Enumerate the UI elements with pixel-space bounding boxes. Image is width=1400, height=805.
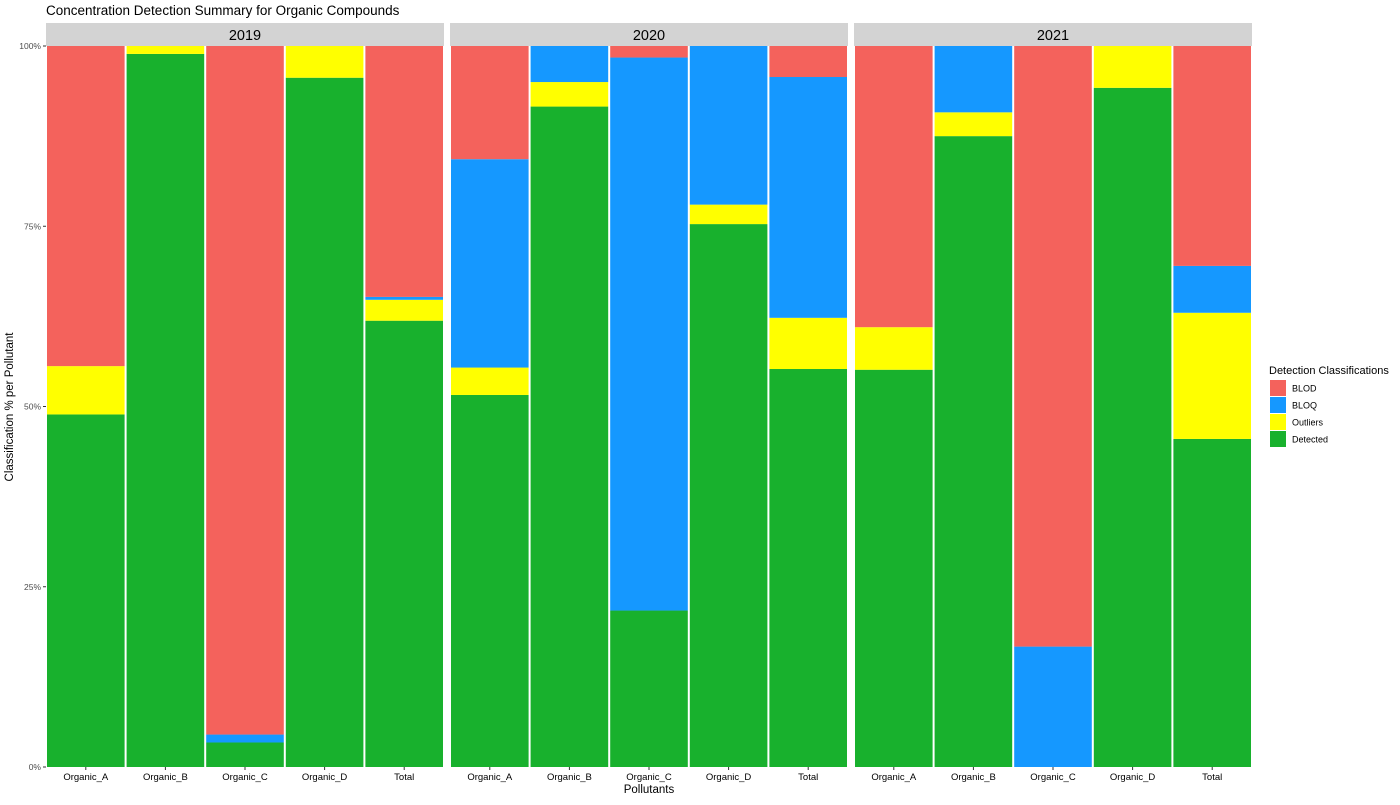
bar-segment-bloq (610, 57, 688, 611)
panel-2020: 2020 Organic_A Organic_B Organic_C Organic_D… (450, 23, 848, 783)
bar-segment-detected (206, 742, 284, 767)
bar-segment-detected (689, 224, 768, 767)
bar-segment-bloq (451, 159, 529, 368)
panel-2021: 2021 Organic_A Organic_B Organic_C Organic_D… (854, 23, 1252, 783)
bar-segment-blod (769, 46, 847, 78)
bar-segment-bloq (934, 46, 1013, 113)
bar-segment-bloq (1014, 646, 1092, 767)
legend-label: Detected (1292, 435, 1328, 445)
facet-strip (854, 23, 1252, 46)
bar-segment-bloq (689, 46, 768, 205)
bar-segment-detected (1093, 87, 1172, 768)
x-tick-label: Organic_A (63, 772, 109, 783)
x-tick-label: Total (798, 772, 818, 783)
facet-strip (46, 23, 444, 46)
legend-title: Detection Classifications (1269, 365, 1389, 377)
y-tick-label: 25% (24, 582, 41, 592)
x-tick-label: Organic_A (871, 772, 917, 783)
bar-segment-outliers (934, 112, 1013, 137)
bar-segment-blod (1014, 46, 1092, 647)
bar-segment-blod (610, 46, 688, 58)
bar-segment-outliers (1093, 46, 1172, 88)
legend-label: BLOD (1292, 384, 1317, 394)
facet-strip (450, 23, 848, 46)
facet-strip-label: 2020 (633, 28, 665, 44)
facet-strip-label: 2021 (1037, 28, 1069, 44)
x-tick-label: Organic_D (1110, 772, 1156, 783)
bar-segment-blod (365, 46, 443, 297)
bar-segment-bloq (365, 296, 443, 300)
legend-label: Outliers (1292, 418, 1324, 428)
x-tick-label: Organic_B (951, 772, 996, 783)
bar-segment-detected (530, 106, 609, 767)
bar-segment-detected (610, 610, 688, 767)
x-tick-label: Total (394, 772, 414, 783)
bar-segment-outliers (769, 317, 847, 370)
bar-segment-blod (47, 46, 125, 367)
bar-segment-blod (855, 46, 933, 328)
bar-segment-blod (1173, 46, 1251, 266)
bar-segment-detected (769, 369, 847, 767)
bar-segment-outliers (365, 299, 443, 321)
bar-segment-detected (451, 394, 529, 767)
legend-swatch-blod (1270, 380, 1286, 396)
x-axis-title: Pollutants (624, 784, 675, 796)
bar-segment-outliers (1173, 312, 1251, 439)
legend-swatch-outliers (1270, 414, 1286, 430)
x-tick-label: Organic_C (1030, 772, 1076, 783)
facet-panels: 2019 Organic_A Organic_B Organic_C Organic_D… (46, 23, 1252, 783)
y-tick-label: 75% (24, 221, 41, 231)
legend: Detection Classifications BLOD BLOQ Outlie… (1269, 365, 1389, 447)
legend-swatch-bloq (1270, 397, 1286, 413)
bar-segment-detected (126, 53, 205, 767)
legend-items: BLOD BLOQ Outliers Detected (1270, 380, 1328, 447)
y-tick-label: 100% (19, 41, 41, 51)
bar-segment-blod (451, 46, 529, 160)
panel-2019: 2019 Organic_A Organic_B Organic_C Organic_D… (46, 23, 444, 783)
x-tick-label: Total (1202, 772, 1222, 783)
chart-title: Concentration Detection Summary for Orga… (46, 3, 400, 18)
x-tick-label: Organic_A (467, 772, 513, 783)
bar-segment-outliers (855, 327, 933, 370)
x-tick-label: Organic_C (626, 772, 672, 783)
y-axis-title: Classification % per Pollutant (4, 332, 16, 482)
x-tick-label: Organic_D (706, 772, 752, 783)
bar-segment-bloq (1173, 265, 1251, 313)
y-tick-label: 0% (29, 762, 42, 772)
x-tick-label: Organic_B (547, 772, 592, 783)
legend-swatch-detected (1270, 431, 1286, 447)
bar-segment-detected (934, 136, 1013, 767)
bar-segment-bloq (530, 46, 609, 83)
bar-segment-bloq (769, 77, 847, 318)
bar-segment-detected (855, 369, 933, 767)
bar-segment-outliers (451, 367, 529, 395)
y-axis: 0% 25% 50% 75% 100% (19, 41, 46, 772)
bar-segment-outliers (530, 82, 609, 107)
bar-segment-detected (1173, 438, 1251, 767)
facet-strip-label: 2019 (229, 28, 261, 44)
bar-segment-outliers (285, 46, 364, 78)
x-tick-label: Organic_B (143, 772, 188, 783)
bar-segment-detected (47, 414, 125, 767)
bar-segment-bloq (206, 734, 284, 743)
x-tick-label: Organic_C (222, 772, 268, 783)
x-tick-label: Organic_D (302, 772, 348, 783)
bar-segment-outliers (47, 366, 125, 415)
y-tick-label: 50% (24, 402, 41, 412)
bar-segment-blod (206, 46, 284, 735)
legend-label: BLOQ (1292, 401, 1317, 411)
bar-segment-outliers (689, 204, 768, 225)
bar-segment-detected (365, 320, 443, 767)
bar-segment-detected (285, 77, 364, 767)
bar-segment-outliers (126, 46, 205, 54)
